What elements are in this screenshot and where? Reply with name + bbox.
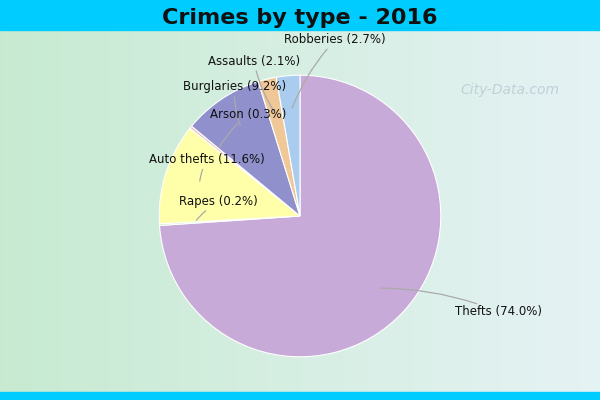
Bar bbox=[0, 0, 600, 30]
Text: Auto thefts (11.6%): Auto thefts (11.6%) bbox=[149, 153, 265, 181]
Wedge shape bbox=[190, 126, 300, 216]
Bar bbox=[0, 392, 600, 400]
Wedge shape bbox=[159, 128, 300, 224]
Text: Assaults (2.1%): Assaults (2.1%) bbox=[208, 55, 300, 111]
Wedge shape bbox=[258, 77, 300, 216]
Text: Rapes (0.2%): Rapes (0.2%) bbox=[179, 196, 258, 220]
Text: Crimes by type - 2016: Crimes by type - 2016 bbox=[162, 8, 438, 28]
Text: Robberies (2.7%): Robberies (2.7%) bbox=[284, 34, 386, 108]
Wedge shape bbox=[160, 216, 300, 226]
Wedge shape bbox=[276, 75, 300, 216]
Text: Thefts (74.0%): Thefts (74.0%) bbox=[380, 288, 542, 318]
Wedge shape bbox=[160, 75, 441, 357]
Wedge shape bbox=[191, 82, 300, 216]
Text: Burglaries (9.2%): Burglaries (9.2%) bbox=[183, 80, 286, 126]
Text: Arson (0.3%): Arson (0.3%) bbox=[209, 108, 286, 147]
Text: City-Data.com: City-Data.com bbox=[460, 83, 559, 97]
